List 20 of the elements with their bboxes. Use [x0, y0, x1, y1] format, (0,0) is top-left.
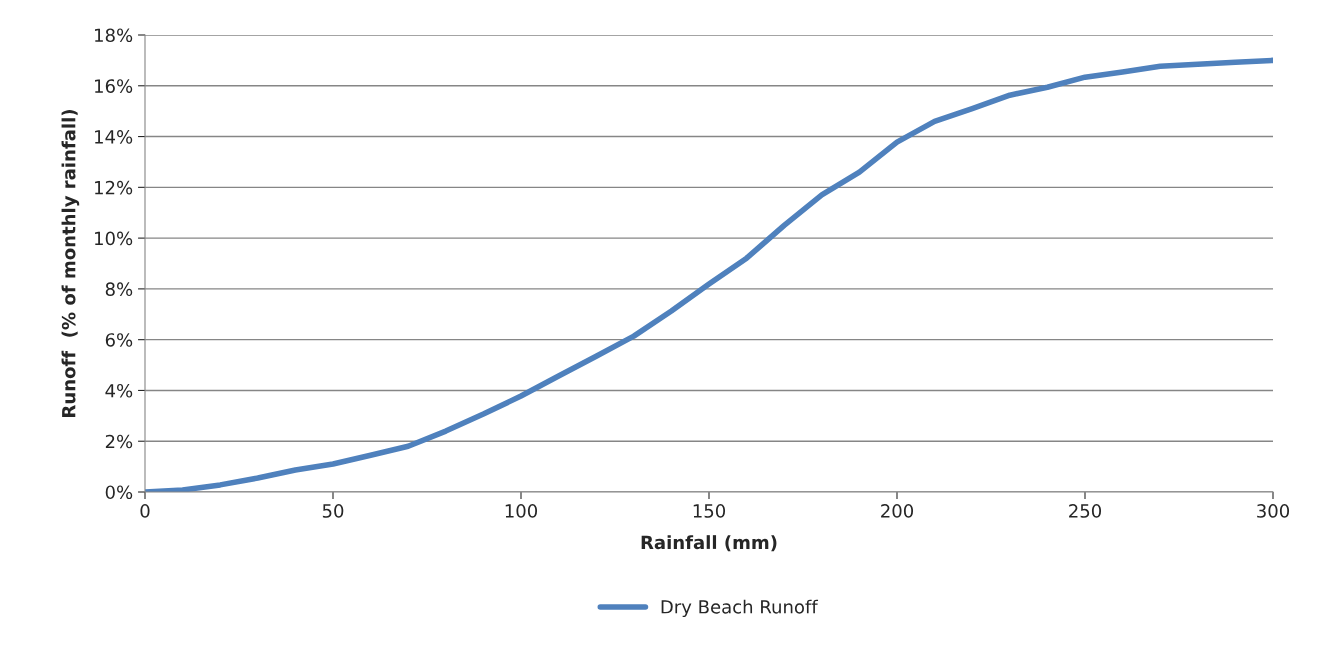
y-tick-label: 8% — [105, 282, 133, 297]
y-axis-title: Runoff (% of monthly rainfall) — [61, 110, 80, 417]
x-axis-title: Rainfall (mm) — [641, 535, 777, 552]
y-tick-label: 10% — [95, 231, 133, 246]
y-tick-label: 2% — [105, 434, 133, 449]
x-tick-label: 50 — [322, 504, 344, 518]
x-tick-label: 150 — [693, 504, 726, 518]
x-tick-label: 250 — [1069, 504, 1102, 518]
x-tick-label: 100 — [505, 504, 538, 518]
legend-label: Dry Beach Runoff — [661, 599, 819, 618]
y-tick-label: 0% — [105, 485, 133, 500]
y-tick-label: 14% — [95, 130, 133, 144]
y-tick-label: 6% — [105, 333, 133, 347]
y-tick-label: 16% — [95, 79, 133, 93]
y-tick-label: 18% — [95, 28, 133, 43]
x-tick-label: 300 — [1257, 504, 1290, 518]
x-tick-label: 0 — [140, 504, 150, 518]
x-tick-label: 200 — [881, 504, 914, 518]
y-tick-label: 12% — [95, 180, 133, 195]
y-tick-label: 4% — [105, 383, 133, 398]
